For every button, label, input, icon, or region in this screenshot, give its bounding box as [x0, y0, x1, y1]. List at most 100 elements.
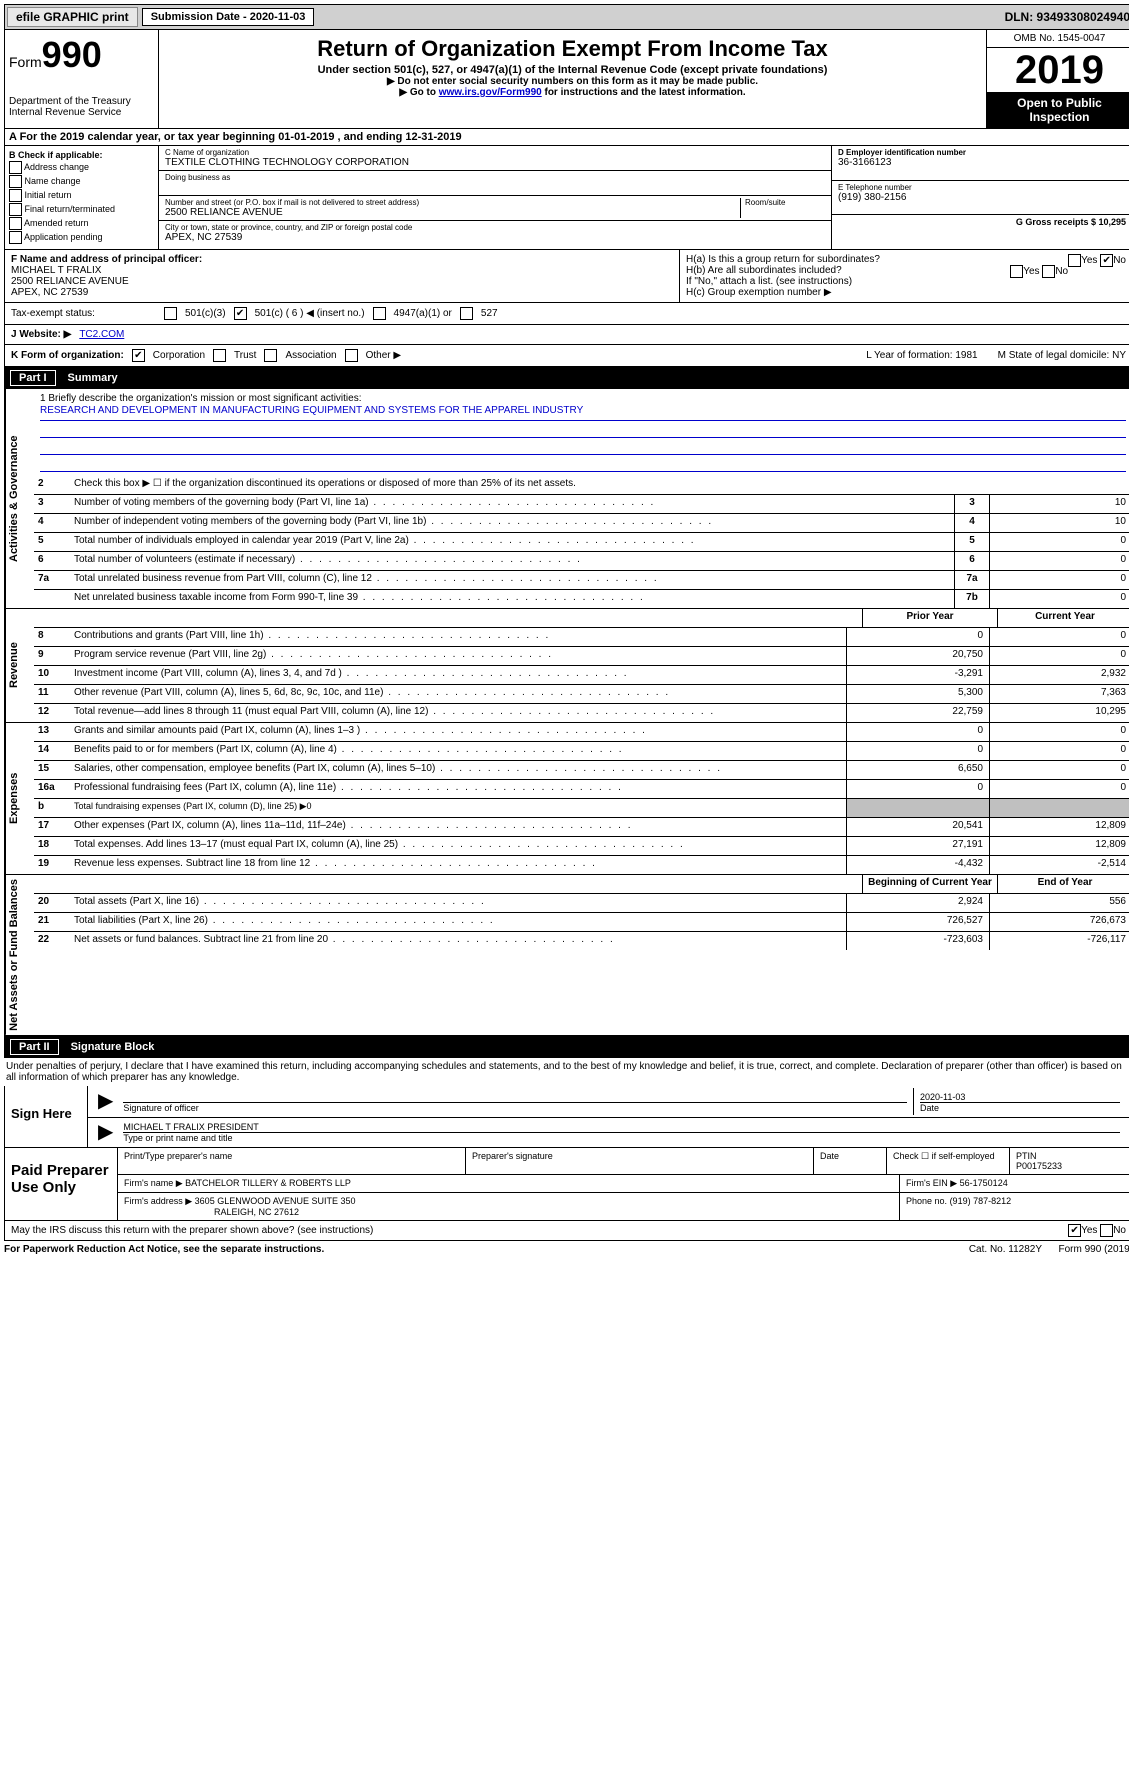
ein: 36-3166123: [838, 157, 1126, 168]
irs-label: Internal Revenue Service: [9, 107, 154, 118]
summary-line: 11Other revenue (Part VIII, column (A), …: [34, 685, 1129, 704]
ein-label: D Employer identification number: [838, 148, 1126, 157]
phone: (919) 787-8212: [950, 1196, 1012, 1206]
phone-label: Phone no.: [906, 1196, 947, 1206]
subtitle-1: Under section 501(c), 527, or 4947(a)(1)…: [163, 64, 982, 76]
block-bcd: B Check if applicable: Address change Na…: [4, 146, 1129, 250]
sign-block: Sign Here ▶ Signature of officer 2020-11…: [4, 1086, 1129, 1148]
netassets-header: Beginning of Current Year End of Year: [34, 875, 1129, 894]
website-link[interactable]: TC2.COM: [79, 329, 124, 340]
city-label: City or town, state or province, country…: [165, 223, 825, 232]
omb-number: OMB No. 1545-0047: [987, 30, 1129, 48]
firm-addr-label: Firm's address ▶: [124, 1196, 192, 1206]
tel-label: E Telephone number: [838, 183, 1126, 192]
row-a-tax-year: A For the 2019 calendar year, or tax yea…: [4, 129, 1129, 146]
501c3-checkbox[interactable]: [164, 307, 177, 320]
summary-line: 8Contributions and grants (Part VIII, li…: [34, 628, 1129, 647]
governance-section: Activities & Governance 1 Briefly descri…: [4, 389, 1129, 609]
checkbox-option[interactable]: Initial return: [9, 189, 154, 202]
summary-line: 16aProfessional fundraising fees (Part I…: [34, 780, 1129, 799]
summary-line: 9Program service revenue (Part VIII, lin…: [34, 647, 1129, 666]
4947-checkbox[interactable]: [373, 307, 386, 320]
subtitle-3: ▶ Go to www.irs.gov/Form990 for instruct…: [163, 87, 982, 98]
sig-date-label: Date: [920, 1102, 1120, 1113]
form-header: Form990 Department of the Treasury Inter…: [4, 30, 1129, 129]
submission-date: Submission Date - 2020-11-03: [142, 8, 315, 26]
mission-question: 1 Briefly describe the organization's mi…: [40, 393, 1126, 404]
summary-line: 21Total liabilities (Part X, line 26)726…: [34, 913, 1129, 932]
discuss-yes[interactable]: [1068, 1224, 1081, 1237]
prep-h5: PTIN: [1016, 1151, 1126, 1161]
summary-line: 17Other expenses (Part IX, column (A), l…: [34, 818, 1129, 837]
prep-h3: Date: [814, 1148, 887, 1174]
instructions-link[interactable]: www.irs.gov/Form990: [439, 87, 542, 98]
firm-addr1: 3605 GLENWOOD AVENUE SUITE 350: [195, 1196, 356, 1206]
website-row: J Website: ▶ TC2.COM: [4, 325, 1129, 345]
street-address: 2500 RELIANCE AVENUE: [165, 207, 740, 218]
h-a: H(a) Is this a group return for subordin…: [686, 254, 1126, 265]
summary-line: 20Total assets (Part X, line 16)2,924556: [34, 894, 1129, 913]
sig-date: 2020-11-03: [920, 1092, 1120, 1102]
summary-line: Net unrelated business taxable income fr…: [34, 590, 1129, 608]
summary-line: 22Net assets or fund balances. Subtract …: [34, 932, 1129, 950]
summary-line: 5Total number of individuals employed in…: [34, 533, 1129, 552]
assoc-checkbox[interactable]: [264, 349, 277, 362]
part1-header: Part I Summary: [4, 367, 1129, 389]
form-title: Return of Organization Exempt From Incom…: [163, 36, 982, 62]
h-b: H(b) Are all subordinates included? Yes …: [686, 265, 1126, 276]
summary-line: 2Check this box ▶ ☐ if the organization …: [34, 476, 1129, 495]
checkbox-option[interactable]: Name change: [9, 175, 154, 188]
sig-officer-label: Signature of officer: [123, 1102, 907, 1113]
year-formation: L Year of formation: 1981: [866, 350, 977, 361]
firm-addr2: RALEIGH, NC 27612: [124, 1207, 893, 1217]
dba-label: Doing business as: [165, 173, 825, 182]
checkbox-option[interactable]: Amended return: [9, 217, 154, 230]
discuss-no[interactable]: [1100, 1224, 1113, 1237]
cat-no: Cat. No. 11282Y: [969, 1244, 1042, 1255]
checkbox-option[interactable]: Final return/terminated: [9, 203, 154, 216]
preparer-block: Paid Preparer Use Only Print/Type prepar…: [4, 1148, 1129, 1221]
officer-name: MICHAEL T FRALIX: [11, 265, 673, 276]
paperwork-notice: For Paperwork Reduction Act Notice, see …: [4, 1244, 324, 1255]
discuss-row: May the IRS discuss this return with the…: [4, 1221, 1129, 1241]
side-governance: Activities & Governance: [5, 389, 34, 608]
side-revenue: Revenue: [5, 609, 34, 722]
footer: For Paperwork Reduction Act Notice, see …: [4, 1241, 1129, 1258]
summary-line: 12Total revenue—add lines 8 through 11 (…: [34, 704, 1129, 722]
expenses-section: Expenses 13Grants and similar amounts pa…: [4, 723, 1129, 875]
officer-label: F Name and address of principal officer:: [11, 254, 673, 265]
dln: DLN: 93493308024940: [1005, 10, 1129, 24]
topbar: efile GRAPHIC print Submission Date - 20…: [4, 4, 1129, 30]
officer-typed-name: MICHAEL T FRALIX PRESIDENT: [123, 1122, 1120, 1132]
gross-receipts: G Gross receipts $ 10,295: [1016, 217, 1126, 227]
col-b-checkboxes: B Check if applicable: Address change Na…: [5, 146, 159, 249]
ptin: P00175233: [1016, 1161, 1126, 1171]
checkbox-option[interactable]: Application pending: [9, 231, 154, 244]
part2-header: Part II Signature Block: [4, 1036, 1129, 1058]
arrow-icon: ▶: [94, 1122, 117, 1142]
tax-year: 2019: [987, 48, 1129, 92]
form-footer: Form 990 (2019): [1059, 1244, 1129, 1255]
summary-line: 14Benefits paid to or for members (Part …: [34, 742, 1129, 761]
side-netassets: Net Assets or Fund Balances: [5, 875, 34, 1035]
summary-line: 4Number of independent voting members of…: [34, 514, 1129, 533]
efile-button[interactable]: efile GRAPHIC print: [7, 7, 138, 27]
addr-label: Number and street (or P.O. box if mail i…: [165, 198, 740, 207]
org-name: TEXTILE CLOTHING TECHNOLOGY CORPORATION: [165, 157, 825, 168]
summary-line: 18Total expenses. Add lines 13–17 (must …: [34, 837, 1129, 856]
501c-checkbox[interactable]: [234, 307, 247, 320]
firm-label: Firm's name ▶: [124, 1178, 183, 1188]
room-label: Room/suite: [745, 198, 825, 207]
trust-checkbox[interactable]: [213, 349, 226, 362]
h-c: H(c) Group exemption number ▶: [686, 287, 1126, 298]
revenue-header: Prior Year Current Year: [34, 609, 1129, 628]
527-checkbox[interactable]: [460, 307, 473, 320]
tax-status-row: Tax-exempt status: 501(c)(3) 501(c) ( 6 …: [4, 303, 1129, 325]
firm-name: BATCHELOR TILLERY & ROBERTS LLP: [185, 1178, 351, 1188]
checkbox-option[interactable]: Address change: [9, 161, 154, 174]
officer-addr1: 2500 RELIANCE AVENUE: [11, 276, 673, 287]
org-name-label: C Name of organization: [165, 148, 825, 157]
other-checkbox[interactable]: [345, 349, 358, 362]
firm-ein: 56-1750124: [960, 1178, 1008, 1188]
corp-checkbox[interactable]: [132, 349, 145, 362]
